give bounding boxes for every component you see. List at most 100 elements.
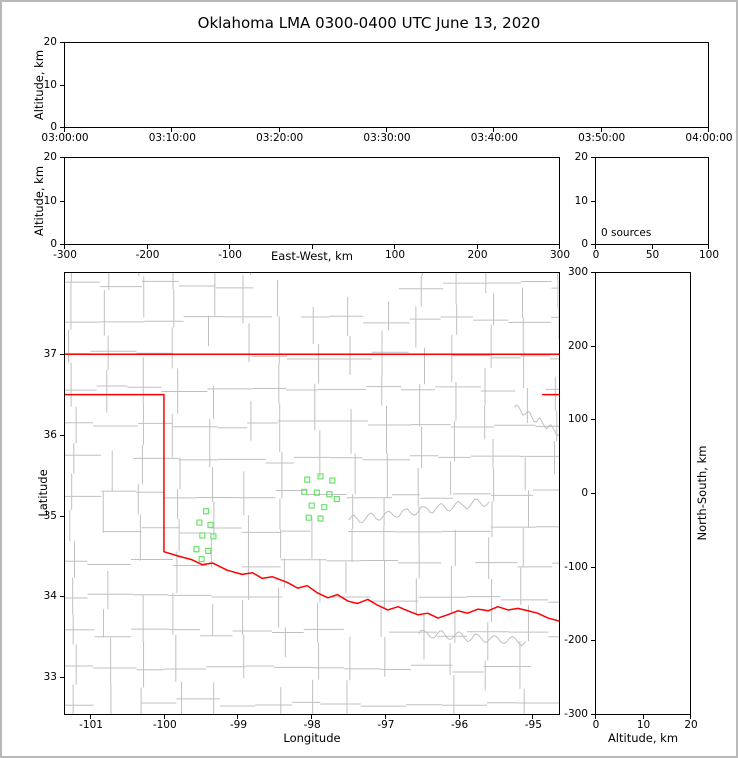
tick-label: 03:00:00 bbox=[41, 132, 89, 144]
tick-label: -200 bbox=[135, 249, 160, 261]
tick-label: 20 bbox=[574, 151, 588, 164]
tick-label: -100 bbox=[218, 249, 242, 261]
tick-mark bbox=[384, 715, 386, 719]
tick-label: 03:40:00 bbox=[470, 132, 518, 144]
tick-mark bbox=[60, 127, 64, 128]
tick-mark bbox=[60, 244, 64, 245]
tick-label: -98 bbox=[303, 719, 321, 731]
tick-mark bbox=[60, 354, 64, 356]
tick-mark bbox=[591, 566, 595, 568]
tick-label: 10 bbox=[43, 194, 57, 207]
tick-label: -99 bbox=[229, 719, 248, 731]
tick-mark bbox=[90, 715, 92, 719]
tick-mark bbox=[591, 272, 595, 273]
tick-label: 20 bbox=[684, 719, 698, 731]
plan-view-map-panel bbox=[64, 272, 560, 715]
ns-panel-y-axis-label: North-South, km bbox=[695, 445, 709, 541]
tick-label: 20 bbox=[43, 36, 57, 49]
tick-mark bbox=[493, 128, 495, 132]
north-south-altitude-panel bbox=[595, 272, 691, 715]
tick-mark bbox=[690, 715, 691, 719]
tick-mark bbox=[591, 419, 595, 421]
tick-label: 0 bbox=[50, 121, 57, 134]
figure-title: Oklahoma LMA 0300-0400 UTC June 13, 2020 bbox=[197, 14, 541, 32]
tick-mark bbox=[311, 245, 313, 249]
tick-mark bbox=[591, 714, 595, 715]
tick-mark bbox=[146, 245, 148, 249]
tick-mark bbox=[651, 245, 653, 249]
tick-label: 100 bbox=[698, 249, 720, 261]
tick-label: 03:20:00 bbox=[256, 132, 304, 144]
tick-mark bbox=[642, 715, 644, 719]
tick-mark bbox=[591, 157, 595, 158]
tick-label: 20 bbox=[43, 151, 57, 164]
tick-mark bbox=[532, 715, 534, 719]
tick-label: -300 bbox=[53, 249, 77, 261]
tick-mark bbox=[311, 715, 313, 719]
tick-mark bbox=[64, 128, 65, 132]
tick-mark bbox=[60, 157, 64, 158]
tick-label: 0 bbox=[50, 238, 57, 251]
tick-mark bbox=[591, 244, 595, 245]
tick-label: 36 bbox=[43, 429, 57, 442]
tick-label: -200 bbox=[564, 634, 588, 647]
tick-label: -101 bbox=[79, 719, 103, 731]
tick-label: 03:10:00 bbox=[148, 132, 196, 144]
tick-label: 10 bbox=[43, 78, 57, 91]
tick-mark bbox=[559, 245, 560, 249]
altitude-east-west-panel bbox=[64, 157, 560, 245]
tick-mark bbox=[476, 245, 478, 249]
tick-label: 100 bbox=[384, 249, 406, 261]
tick-mark bbox=[163, 715, 165, 719]
oklahoma-county-map-canvas bbox=[64, 272, 560, 715]
tick-label: 0 bbox=[592, 719, 600, 731]
tick-label: 200 bbox=[567, 339, 588, 352]
tick-label: 200 bbox=[467, 249, 488, 261]
ns-panel-x-axis-label: Altitude, km bbox=[607, 731, 679, 745]
tick-mark bbox=[60, 200, 64, 202]
tick-label: -96 bbox=[451, 719, 469, 731]
tick-mark bbox=[591, 640, 595, 642]
tick-label: 35 bbox=[43, 509, 57, 522]
tick-mark bbox=[60, 42, 64, 43]
tick-label: 03:50:00 bbox=[578, 132, 626, 144]
tick-label: 0 bbox=[581, 487, 588, 500]
source-histogram-panel: 0 sources bbox=[595, 157, 709, 245]
tick-mark bbox=[708, 128, 709, 132]
tick-label: 37 bbox=[43, 348, 57, 361]
tick-mark bbox=[237, 715, 239, 719]
tick-label: 03:30:00 bbox=[363, 132, 411, 144]
tick-label: 34 bbox=[43, 590, 57, 603]
tick-mark bbox=[708, 245, 709, 249]
tick-mark bbox=[171, 128, 173, 132]
tick-label: 10 bbox=[636, 719, 651, 731]
tick-mark bbox=[591, 493, 595, 494]
tick-label: 100 bbox=[567, 413, 588, 426]
altitude-time-panel bbox=[64, 42, 709, 128]
tick-label: 300 bbox=[549, 249, 571, 261]
tick-mark bbox=[591, 200, 595, 202]
tick-label: -97 bbox=[377, 719, 395, 731]
tick-mark bbox=[64, 245, 65, 249]
tick-label: -100 bbox=[152, 719, 177, 731]
tick-label: 300 bbox=[567, 266, 588, 279]
tick-mark bbox=[60, 84, 64, 86]
tick-label: 0 bbox=[592, 249, 600, 261]
tick-label: 04:00:00 bbox=[685, 132, 733, 144]
tick-mark bbox=[60, 596, 64, 598]
tick-mark bbox=[60, 677, 64, 679]
tick-label: 0 bbox=[581, 238, 588, 251]
tick-label: -95 bbox=[524, 719, 542, 731]
tick-mark bbox=[60, 515, 64, 517]
tick-label: -100 bbox=[564, 560, 588, 573]
tick-mark bbox=[386, 128, 387, 132]
tick-mark bbox=[600, 128, 602, 132]
tick-label: 10 bbox=[574, 194, 588, 207]
tick-mark bbox=[229, 245, 230, 249]
tick-mark bbox=[595, 245, 596, 249]
sources-count-label: 0 sources bbox=[601, 227, 652, 239]
tick-mark bbox=[591, 345, 595, 347]
tick-mark bbox=[60, 434, 64, 436]
tick-mark bbox=[458, 715, 460, 719]
